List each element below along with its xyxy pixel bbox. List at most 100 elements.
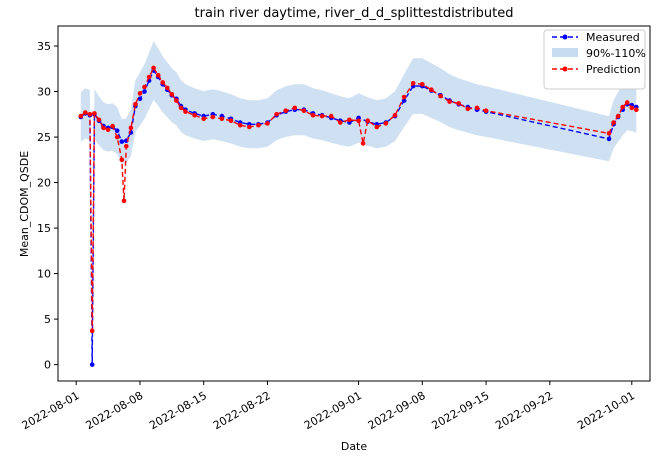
data-point-prediction [319,113,325,119]
legend-measured-label: Measured [586,31,640,44]
data-point-prediction [356,118,361,123]
y-tick-label: 15 [37,222,51,235]
confidence-band-layer [80,41,637,365]
data-point-prediction [420,82,425,87]
data-point-prediction [301,108,307,113]
data-point-prediction [210,114,216,120]
y-axis-label: Mean_CDOM_QSDE [18,151,31,257]
data-point-prediction [274,112,279,117]
data-point-prediction [192,112,197,118]
y-tick-label: 5 [44,313,51,326]
data-point-prediction [310,112,316,118]
y-tick-label: 25 [37,131,51,144]
x-axis: 2022-08-01 2022-08-08 2022-08-15 2022-08-22… [20,381,637,432]
data-point-prediction [142,84,147,90]
data-point-prediction [629,105,635,111]
data-point-prediction [465,106,471,112]
y-axis: 0 5 10 15 20 25 30 35 [37,40,58,372]
data-point-prediction [101,125,106,131]
data-point-prediction [219,116,225,122]
data-point-prediction [96,117,102,123]
data-point-prediction [247,124,252,130]
data-point-prediction [114,134,120,140]
data-point-prediction [360,141,366,146]
series-layer [78,65,639,367]
data-point-prediction [392,112,398,118]
plot-frame [57,25,651,382]
data-point-prediction [374,124,380,130]
data-point-prediction [87,112,93,117]
x-tick-label: 2022-10-01 [575,389,637,432]
data-point-prediction [347,117,352,123]
data-point-prediction [256,122,261,128]
data-point-prediction [160,80,165,85]
data-point-prediction [615,113,621,119]
y-tick-label: 10 [37,268,51,281]
data-point-prediction [83,110,88,115]
y-tick-label: 30 [37,86,51,99]
legend-frame [543,29,646,90]
data-point-prediction [328,113,334,119]
data-point-prediction [165,85,170,91]
data-point-prediction [169,92,175,97]
data-point-prediction [124,143,129,149]
x-axis-label: Date [341,440,368,453]
data-point-prediction [447,99,452,104]
y-tick-label: 0 [44,359,51,372]
series-prediction [78,65,639,334]
data-point-prediction [183,109,188,114]
data-point-prediction [620,104,625,110]
data-point-prediction [611,120,616,125]
legend-band-label: 90%-110% [586,47,646,60]
y-tick-label: 35 [37,40,51,53]
data-point-prediction [438,93,443,99]
data-point-measured [114,128,120,133]
data-point-prediction [456,101,462,106]
data-point-prediction [121,198,127,204]
x-tick-label: 2022-09-22 [493,389,555,432]
data-point-prediction [292,105,298,111]
legend-measured-marker [562,34,568,40]
data-point-prediction [365,118,371,123]
x-tick-label: 2022-08-15 [147,389,209,432]
band-90-110 [80,41,637,365]
x-tick-label: 2022-08-01 [20,389,82,432]
data-point-prediction [228,118,234,123]
data-point-prediction [78,113,84,119]
data-point-prediction [105,127,111,133]
chart-title: train river daytime, river_d_d_splittest… [195,6,514,21]
data-point-prediction [634,107,639,112]
data-point-prediction [237,122,243,128]
data-point-prediction [92,111,97,116]
data-point-prediction [151,65,156,71]
data-point-measured [142,89,147,94]
data-point-prediction [606,131,612,136]
data-point-prediction [178,105,184,111]
legend-band-swatch [552,48,578,57]
data-point-prediction [133,102,138,107]
x-tick-label: 2022-09-08 [366,389,428,432]
data-point-prediction [265,121,270,126]
data-point-measured [606,136,612,142]
data-point-prediction [624,100,630,105]
x-tick-label: 2022-08-22 [211,389,273,432]
data-point-measured [137,96,143,102]
data-point-prediction [110,123,115,129]
data-point-prediction [174,98,179,103]
data-point-prediction [283,108,289,113]
data-point-prediction [429,87,434,92]
data-point-prediction [483,108,489,113]
data-point-prediction [137,91,143,96]
x-tick-label: 2022-09-15 [430,389,492,432]
data-point-prediction [474,105,480,111]
legend-prediction-label: Prediction [586,63,641,76]
data-point-prediction [146,74,152,80]
data-point-prediction [119,157,125,163]
data-point-prediction [201,116,206,122]
legend: Measured 90%-110% Prediction [543,29,646,90]
data-point-prediction [401,94,407,100]
data-point-prediction [128,125,134,131]
x-tick-label: 2022-08-08 [83,389,145,432]
